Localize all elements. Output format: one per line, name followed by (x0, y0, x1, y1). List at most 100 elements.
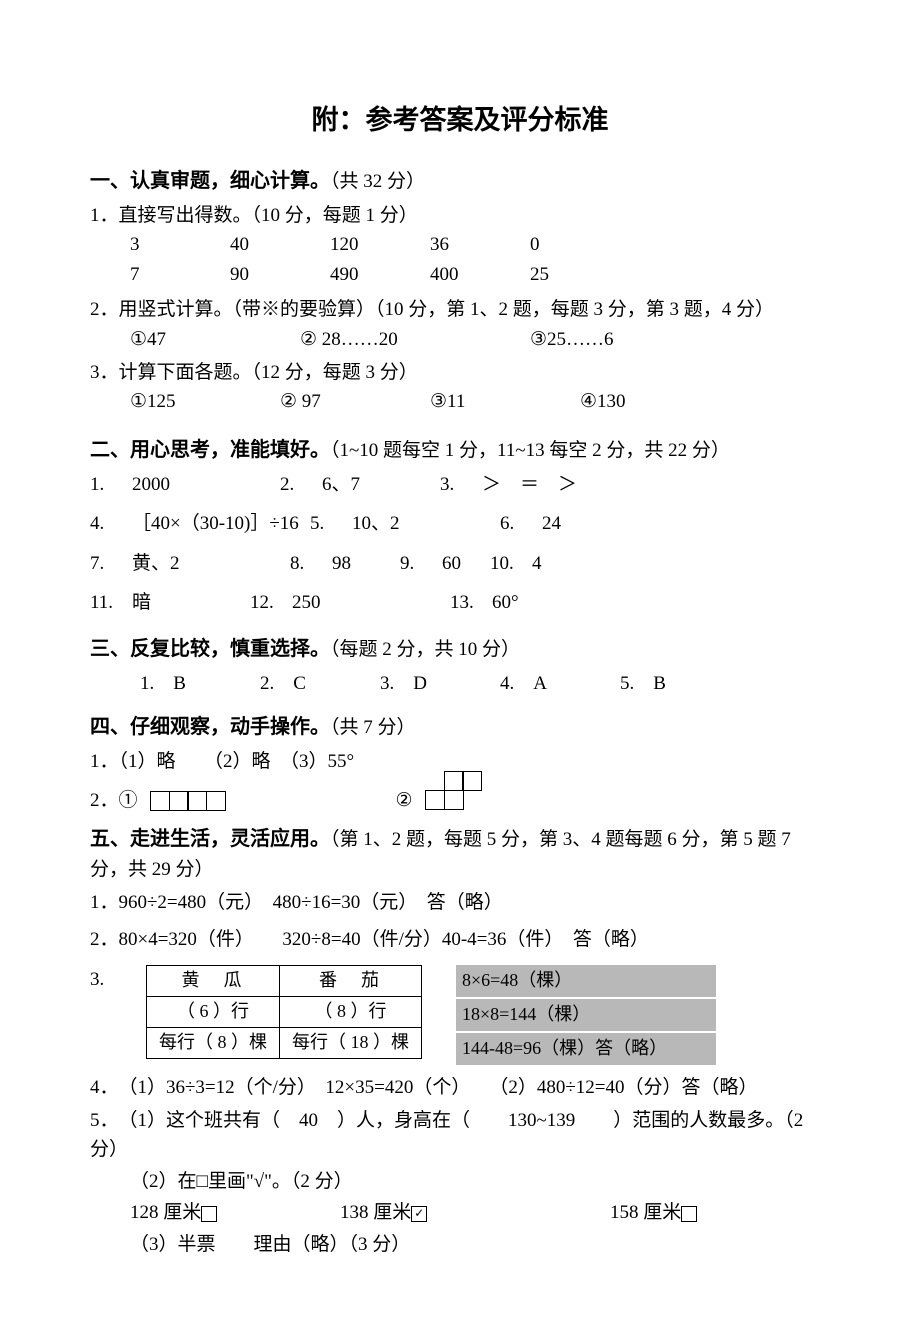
ans: 36 (430, 230, 530, 259)
fill-num: 1. (90, 470, 132, 499)
choice-item: 1. B (140, 669, 260, 698)
s1q1-row1: 3 40 120 36 0 (90, 230, 830, 259)
s5q3: 3. 黄 瓜 番 茄 （ 6 ）行 （ 8 ）行 每行（ 8 ）棵 每行（ 18… (90, 965, 830, 1067)
checkbox-icon: ✓ (411, 1206, 427, 1222)
ans: ①125 (130, 387, 280, 416)
s1q3-answers: ①125 ② 97 ③11 ④130 (90, 387, 830, 416)
fill-item: 1.2000 (90, 470, 280, 499)
fill-num: 2. (280, 470, 322, 499)
section4-title: 四、仔细观察，动手操作。 (90, 716, 330, 738)
section1-heading: 一、认真审题，细心计算。（共 32 分） (90, 166, 830, 197)
section4-points: （共 7 分） (330, 717, 416, 738)
s4q2-label1: 2．① (90, 786, 138, 815)
fill-item: 13.60° (450, 588, 600, 617)
s1q1-row2: 7 90 490 400 25 (90, 260, 830, 289)
ans: 25 (530, 260, 630, 289)
ans: 400 (430, 260, 530, 289)
fill-num: 13. (450, 588, 492, 617)
page: 附：参考答案及评分标准 一、认真审题，细心计算。（共 32 分） 1．直接写出得… (0, 0, 920, 1319)
table-cell: 每行（ 18 ）棵 (280, 1027, 422, 1058)
ans: 120 (330, 230, 430, 259)
ans: 90 (230, 260, 330, 289)
section5-title: 五、走进生活，灵活应用。 (90, 828, 330, 850)
calc-line: 8×6=48（棵） (456, 965, 716, 997)
fill-num: 10. (490, 549, 532, 578)
fill-item: 7.黄、2 (90, 549, 290, 578)
ans: 490 (330, 260, 430, 289)
fill-item: 10.4 (490, 549, 680, 578)
s1q2-label: 2．用竖式计算。（带※的要验算）（10 分，第 1、2 题，每题 3 分，第 3… (90, 295, 830, 324)
ans: 3 (130, 230, 230, 259)
s1q2-answers: ①47 ② 28……20 ③25……6 (90, 325, 830, 354)
ans: ③25……6 (530, 325, 614, 354)
fill-num: 3. (440, 470, 482, 499)
fill-val: 24 (542, 509, 561, 538)
table-cell: （ 6 ）行 (147, 996, 280, 1027)
fill-item: 4.［40×（30-10)］÷16 (90, 509, 310, 538)
option-label: 128 厘米 (130, 1202, 201, 1223)
fill-val: 2000 (132, 470, 170, 499)
ans: 0 (530, 230, 630, 259)
fill-val: 4 (532, 549, 542, 578)
ans: ④130 (580, 387, 730, 416)
fill-item: 9.60 (400, 549, 490, 578)
s1q3-label: 3．计算下面各题。（12 分，每题 3 分） (90, 358, 830, 387)
height-option: 158 厘米 (610, 1198, 760, 1227)
ans: ③11 (430, 387, 580, 416)
s5q3-label: 3. (90, 965, 126, 994)
section2-points: （1~10 题每空 1 分，11~13 每空 2 分，共 22 分） (330, 440, 730, 461)
calc-line: 144-48=96（棵）答（略） (456, 1033, 716, 1065)
fill-val: 60 (442, 549, 461, 578)
fill-item: 3.＞ ＝ ＞ (440, 470, 640, 499)
fill-item: 2.6、7 (280, 470, 440, 499)
s5q5-opts: 128 厘米 138 厘米✓ 158 厘米 (90, 1198, 830, 1227)
ans: ①47 (130, 325, 300, 354)
choice-item: 2. C (260, 669, 380, 698)
section3-heading: 三、反复比较，慎重选择。（每题 2 分，共 10 分） (90, 634, 830, 665)
fill-val: 10、2 (352, 509, 400, 538)
fill-val: 黄、2 (132, 549, 180, 578)
section3-title: 三、反复比较，慎重选择。 (90, 638, 330, 660)
s5q2: 2．80×4=320（件） 320÷8=40（件/分）40-4=36（件） 答（… (90, 925, 830, 954)
fill-item: 12.250 (250, 588, 450, 617)
s1q1-label: 1．直接写出得数。（10 分，每题 1 分） (90, 201, 830, 230)
section3-answers: 1. B2. C3. D4. A5. B (90, 669, 830, 698)
section4-heading: 四、仔细观察，动手操作。（共 7 分） (90, 712, 830, 743)
checkbox-icon (201, 1206, 217, 1222)
s5q1: 1．960÷2=480（元） 480÷16=30（元） 答（略） (90, 888, 830, 917)
section2-title: 二、用心思考，准能填好。 (90, 439, 330, 461)
fill-num: 6. (500, 509, 542, 538)
fill-num: 8. (290, 549, 332, 578)
checkbox-icon (681, 1206, 697, 1222)
fill-item: 11.暗 (90, 588, 250, 617)
s5q3-calc: 8×6=48（棵） 18×8=144（棵） 144-48=96（棵）答（略） (456, 965, 716, 1067)
s5q5-l1: 5． （1）这个班共有（ 40 ）人，身高在（ 130~139 ）范围的人数最多… (90, 1106, 830, 1165)
fill-num: 5. (310, 509, 352, 538)
option-label: 138 厘米 (340, 1202, 411, 1223)
s4q2-label2: ② (396, 786, 413, 815)
fill-val: ［40×（30-10)］÷16 (132, 509, 299, 538)
fill-val: 60° (492, 588, 519, 617)
section3-points: （每题 2 分，共 10 分） (330, 639, 520, 660)
fill-num: 12. (250, 588, 292, 617)
s5q5-l3: （3）半票 理由（略）（3 分） (90, 1230, 830, 1259)
fill-item: 8.98 (290, 549, 400, 578)
fill-item: 6.24 (500, 509, 660, 538)
ans: 7 (130, 260, 230, 289)
table-cell: 番 茄 (280, 965, 422, 996)
tetromino-T-icon (427, 773, 483, 810)
s4q2: 2．① ② (90, 783, 830, 820)
tetromino-I-icon (152, 791, 226, 811)
table-cell: （ 8 ）行 (280, 996, 422, 1027)
fill-val: 250 (292, 588, 321, 617)
section5-heading: 五、走进生活，灵活应用。（第 1、2 题，每题 5 分，第 3、4 题每题 6 … (90, 824, 830, 884)
choice-item: 4. A (500, 669, 620, 698)
section1-title: 一、认真审题，细心计算。 (90, 170, 330, 192)
table-cell: 黄 瓜 (147, 965, 280, 996)
ans: 40 (230, 230, 330, 259)
fill-num: 7. (90, 549, 132, 578)
fill-item: 5.10、2 (310, 509, 500, 538)
fill-val: 暗 (132, 588, 151, 617)
height-option: 128 厘米 (130, 1198, 340, 1227)
s5q4: 4． （1）36÷3=12（个/分） 12×35=420（个） （2）480÷1… (90, 1073, 830, 1102)
